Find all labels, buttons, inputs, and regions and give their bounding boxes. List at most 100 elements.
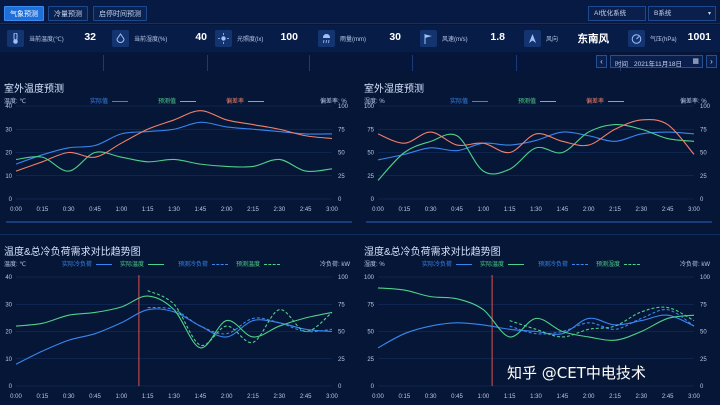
legend-label: 预测值: [518, 99, 537, 105]
legend-item[interactable]: 预测值: [518, 96, 557, 105]
date-value: 2021年11月18日: [634, 61, 682, 68]
chart-title: 室外温度预测: [4, 84, 64, 95]
y-axis-label-left: 湿度: %: [364, 262, 385, 268]
chart-title: 温度&总冷负荷需求对比趋势图: [4, 247, 141, 258]
legend-swatch: [180, 100, 197, 102]
legend-swatch: [624, 263, 641, 265]
top-bar: 气象预测 冷量预测 启停时间预测 AI优化系统 B系统 ▾: [0, 0, 720, 24]
legend-swatch: [508, 263, 525, 265]
metric-label: 风向: [546, 37, 559, 43]
metric-illuminance: 光照度(lx) 100: [215, 28, 305, 49]
legend-label: 实际值: [90, 99, 109, 105]
ai-system-label: AI优化系统: [588, 6, 646, 21]
legend-item[interactable]: 偏差率: [586, 96, 625, 105]
y-axis-label-right: 冷负荷: kW: [680, 262, 710, 268]
tab-startstop-forecast[interactable]: 启停时间预测: [93, 6, 147, 21]
legend-label: 预测湿度: [596, 262, 621, 268]
metric-wind-direction: 风向 东南风: [524, 28, 619, 49]
metric-rainfall: 雨量(mm) 30: [318, 28, 408, 49]
thermometer-icon: [7, 30, 24, 47]
legend-label: 预测冷负荷: [538, 262, 569, 268]
watermark: 知乎 @CET中电技术: [507, 364, 646, 382]
chart-zoom-slider[interactable]: [6, 221, 352, 223]
legend-item[interactable]: 偏差率: [226, 96, 265, 105]
legend-swatch: [148, 263, 165, 265]
legend-item[interactable]: 实际温度: [480, 259, 525, 268]
metric-temperature: 当前温度(℃) 32: [7, 28, 97, 49]
sun-icon: [215, 30, 232, 47]
legend-label: 实际冷负荷: [62, 262, 93, 268]
rain-icon: [318, 30, 335, 47]
legend-item[interactable]: 实际值: [450, 96, 489, 105]
legend-item[interactable]: 实际温度: [120, 259, 165, 268]
chart-zoom-slider[interactable]: [366, 221, 712, 223]
date-label: 时间: [615, 61, 628, 68]
chevron-left-icon: ‹: [600, 57, 603, 66]
humidity-icon: [112, 30, 129, 47]
legend-item[interactable]: 预测值: [158, 96, 197, 105]
legend-swatch: [472, 100, 489, 102]
legend-item[interactable]: 预测冷负荷: [178, 259, 229, 268]
legend-label: 偏差率: [586, 99, 605, 105]
y-axis-label-left: 温度: ℃: [4, 99, 27, 105]
metric-humidity: 当前湿度(%) 40: [112, 28, 222, 49]
legend-label: 实际冷负荷: [422, 262, 453, 268]
legend-swatch: [264, 263, 281, 265]
next-day-button[interactable]: ›: [706, 55, 717, 68]
wind-direction-icon: [524, 30, 541, 47]
legend-item[interactable]: 实际冷负荷: [62, 259, 113, 268]
legend-label: 预测值: [158, 99, 177, 105]
legend-swatch: [96, 263, 113, 265]
chevron-down-icon: ▾: [707, 11, 711, 17]
legend-swatch: [540, 100, 557, 102]
chevron-right-icon: ›: [710, 57, 713, 66]
legend-label: 偏差率: [226, 99, 245, 105]
metric-value: 30: [389, 31, 401, 43]
metric-value: 1001: [687, 31, 711, 43]
metric-pressure: 气压(hPa) 1001: [628, 28, 716, 49]
system-select[interactable]: B系统 ▾: [648, 6, 716, 21]
metric-label: 光照度(lx): [237, 37, 264, 43]
wind-speed-icon: [420, 30, 437, 47]
legend-swatch: [456, 263, 473, 265]
y-axis-label-right: 冷负荷: kW: [320, 262, 350, 268]
legend-swatch: [112, 100, 129, 102]
legend-label: 实际温度: [480, 262, 505, 268]
tab-cooling-forecast[interactable]: 冷量预测: [48, 6, 88, 21]
legend-item[interactable]: 实际值: [90, 96, 129, 105]
tab-weather-forecast[interactable]: 气象预测: [4, 6, 44, 21]
chart-title: 室外湿度预测: [364, 84, 424, 95]
divider: [309, 55, 310, 71]
legend-swatch: [248, 100, 265, 102]
system-select-value: B系统: [654, 10, 672, 17]
metric-value: 东南风: [577, 33, 610, 45]
metrics-bar: 当前温度(℃) 32 当前湿度(%) 40 光照度(lx) 100 雨量(mm)…: [0, 25, 720, 71]
legend-item[interactable]: 预测湿度: [596, 259, 641, 268]
legend-swatch: [608, 100, 625, 102]
metric-value: 1.8: [490, 31, 505, 43]
legend-item[interactable]: 预测冷负荷: [538, 259, 589, 268]
y-axis-label-right: 偏差率: %: [680, 99, 707, 105]
metric-label: 气压(hPa): [650, 37, 677, 43]
legend-item[interactable]: 实际冷负荷: [422, 259, 473, 268]
y-axis-label-right: 偏差率: %: [320, 99, 347, 105]
divider: [412, 55, 413, 71]
date-picker[interactable]: 时间 2021年11月18日 ▦: [610, 55, 703, 68]
metric-label: 当前温度(℃): [29, 37, 64, 43]
divider: [103, 55, 104, 71]
legend-label: 实际值: [450, 99, 469, 105]
prev-day-button[interactable]: ‹: [596, 55, 607, 68]
legend-swatch: [212, 263, 229, 265]
divider: [516, 55, 517, 71]
metric-value: 40: [195, 31, 207, 43]
legend-label: 实际温度: [120, 262, 145, 268]
metric-value: 100: [280, 31, 298, 43]
metric-wind-speed: 风速(m/s) 1.8: [420, 28, 510, 49]
divider: [207, 55, 208, 71]
legend-swatch: [572, 263, 589, 265]
y-axis-label-left: 湿度: %: [364, 99, 385, 105]
legend-label: 预测冷负荷: [178, 262, 209, 268]
pressure-icon: [628, 30, 645, 47]
legend-item[interactable]: 预测温度: [236, 259, 281, 268]
calendar-icon: ▦: [692, 58, 699, 65]
